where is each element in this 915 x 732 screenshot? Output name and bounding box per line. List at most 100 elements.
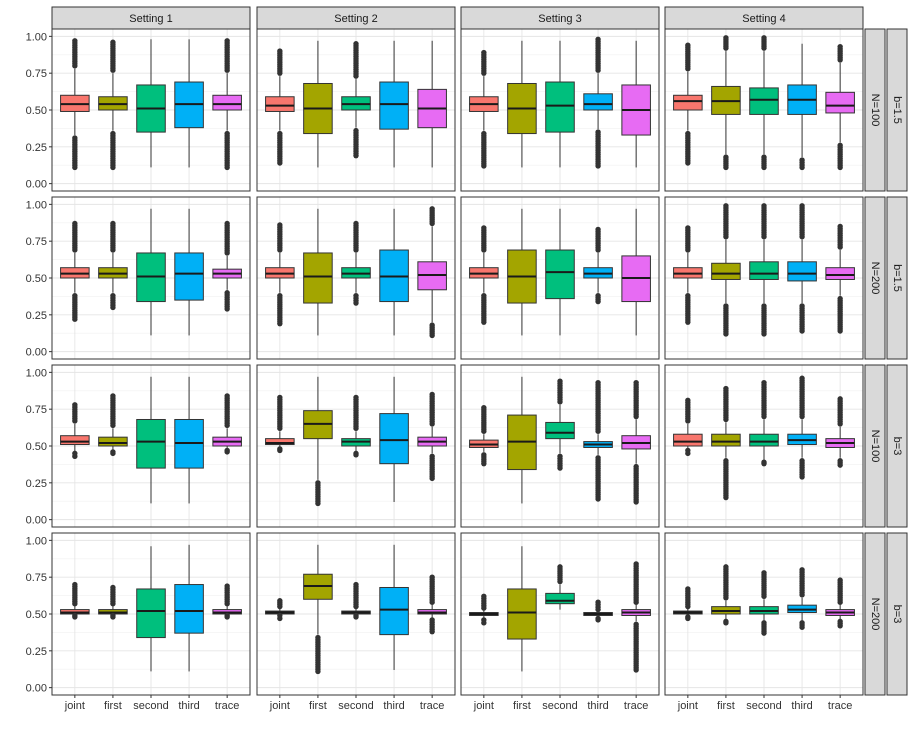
x-tick-label: second	[133, 700, 168, 712]
second-outlier-high	[353, 425, 359, 432]
trace-outlier-low	[429, 628, 435, 635]
second-outlier-high	[353, 603, 359, 610]
trace-outlier-low	[429, 332, 435, 339]
y-tick-label: 0.25	[26, 646, 47, 658]
joint-outlier-low	[72, 453, 78, 460]
joint-outlier-low	[277, 615, 283, 622]
joint-outlier-high	[72, 600, 78, 607]
x-tick-label: trace	[828, 700, 852, 712]
joint-outlier-low	[685, 160, 691, 166]
row-strip-b	[886, 532, 908, 696]
x-tick-label: first	[717, 700, 735, 712]
panel-border	[51, 28, 251, 192]
trace-outlier-low	[633, 667, 639, 673]
trace-box	[212, 94, 242, 111]
second-outlier-high	[353, 247, 359, 253]
second-box	[545, 249, 575, 300]
y-tick-label: 1.00	[26, 367, 47, 379]
panel	[664, 196, 864, 360]
x-tick-label: trace	[215, 700, 239, 712]
second-box	[749, 87, 779, 115]
panel-border	[51, 364, 251, 528]
third-outlier-high	[799, 413, 805, 420]
joint-outlier-low	[481, 460, 487, 467]
panel-border	[460, 196, 660, 360]
joint-outlier-high	[277, 247, 283, 253]
row-strip-b	[886, 196, 908, 360]
first-outlier-low	[110, 304, 116, 311]
trace-outlier-low	[224, 449, 230, 455]
joint-outlier-low	[481, 620, 487, 626]
panel-border	[664, 364, 864, 528]
trace-outlier-high	[429, 599, 435, 605]
x-tick-label: joint	[269, 700, 290, 712]
first-outlier-high	[723, 595, 729, 601]
x-tick-label: first	[309, 700, 327, 712]
first-outlier-low	[315, 500, 321, 507]
column-strip-label: Setting 2	[334, 13, 377, 25]
second-box	[545, 592, 575, 605]
x-tick-label: first	[104, 700, 122, 712]
y-tick-label: 0.00	[26, 347, 47, 359]
y-tick-label: 0.50	[26, 609, 47, 621]
trace-outlier-high	[837, 599, 843, 605]
x-tick-label: second	[746, 700, 781, 712]
joint-outlier-high	[72, 247, 78, 253]
panel	[460, 364, 660, 528]
trace-outlier-high	[224, 67, 230, 73]
y-tick-label: 0.75	[26, 68, 47, 80]
second-outlier-high	[761, 45, 767, 51]
second-outlier-low	[353, 300, 359, 306]
second-outlier-low	[353, 452, 359, 458]
x-tick-label: third	[587, 700, 608, 712]
panel-border	[664, 196, 864, 360]
x-tick-label: joint	[677, 700, 698, 712]
y-tick-label: 0.50	[26, 441, 47, 453]
second-outlier-low	[761, 331, 767, 337]
second-outlier-low	[353, 614, 359, 620]
column-strip-label: Setting 4	[742, 13, 785, 25]
panel-border	[256, 532, 456, 696]
second-box	[545, 421, 575, 440]
y-tick-label: 0.75	[26, 572, 47, 584]
third-box	[379, 81, 409, 130]
y-tick-label: 0.00	[26, 683, 47, 695]
first-outlier-high	[723, 416, 729, 423]
trace-outlier-high	[429, 421, 435, 427]
trace-outlier-low	[429, 475, 435, 482]
x-tick-label: trace	[624, 700, 648, 712]
panel-border	[256, 28, 456, 192]
second-outlier-high	[761, 593, 767, 600]
second-box	[749, 433, 779, 447]
y-tick-label: 1.00	[26, 199, 47, 211]
row-strip-n-label: N=200	[869, 598, 881, 631]
y-tick-label: 0.00	[26, 179, 47, 191]
column-strip-label: Setting 3	[538, 13, 581, 25]
panel	[256, 532, 456, 696]
row-strip-n-label: N=200	[869, 262, 881, 295]
x-tick-label: second	[542, 700, 577, 712]
panel	[256, 196, 456, 360]
panel	[256, 28, 456, 192]
joint-outlier-high	[277, 70, 283, 76]
y-tick-label: 1.00	[26, 535, 47, 547]
joint-box	[265, 96, 295, 112]
trace-outlier-high	[633, 413, 639, 420]
first-outlier-high	[723, 45, 729, 51]
second-outlier-high	[353, 73, 359, 79]
joint-outlier-high	[277, 425, 283, 432]
third-outlier-low	[799, 164, 805, 171]
third-outlier-high	[799, 592, 805, 598]
second-box	[749, 261, 779, 280]
x-tick-label: third	[178, 700, 199, 712]
y-tick-label: 0.75	[26, 404, 47, 416]
first-outlier-low	[723, 164, 729, 171]
third-box	[787, 261, 817, 282]
panel	[51, 196, 251, 360]
third-outlier-low	[799, 328, 805, 334]
joint-outlier-high	[481, 428, 487, 434]
first-outlier-high	[110, 422, 116, 429]
panel-border	[51, 196, 251, 360]
x-tick-label: trace	[420, 700, 444, 712]
x-tick-label: third	[791, 700, 812, 712]
